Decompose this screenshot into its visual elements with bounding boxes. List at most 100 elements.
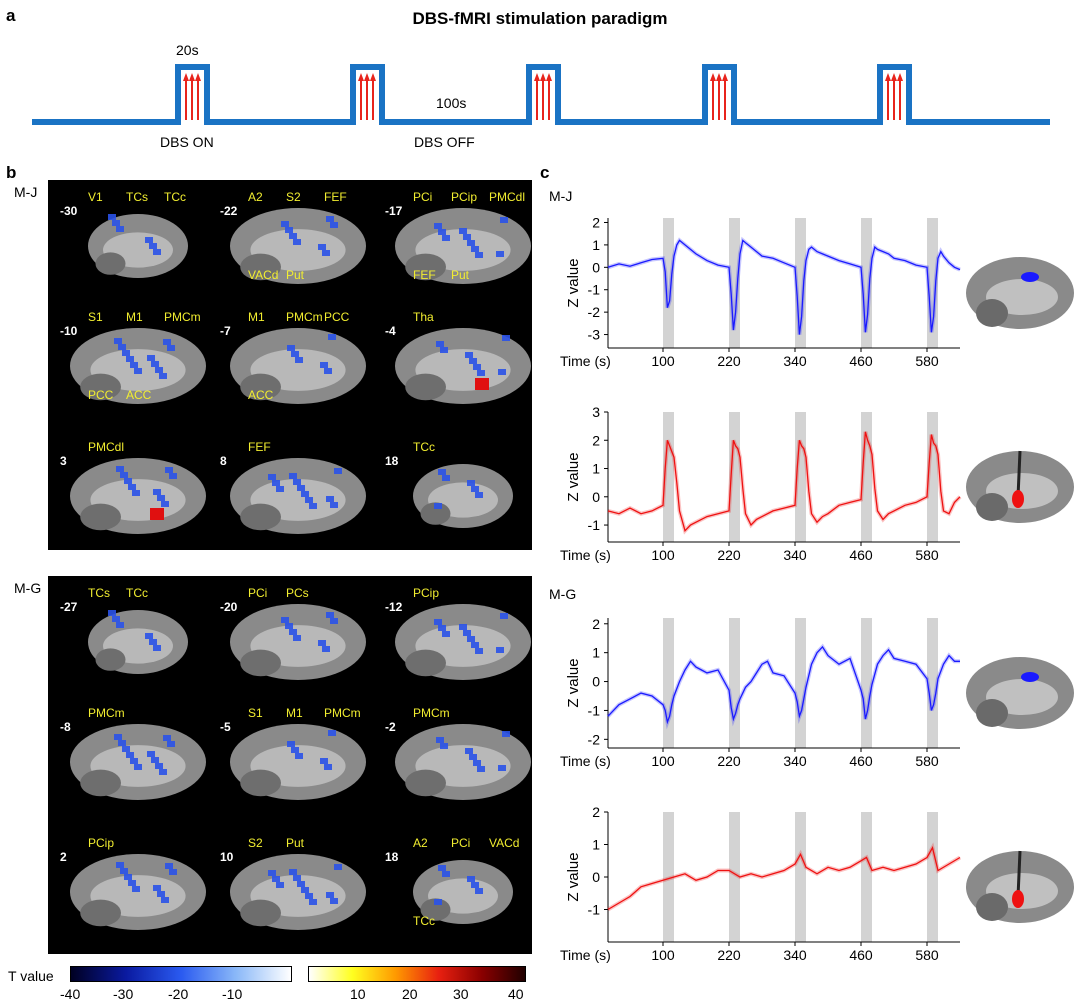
y-tick-label: -1 (588, 702, 601, 718)
on-duration-label: 20s (176, 42, 199, 58)
activation-voxel (108, 214, 116, 220)
activation-voxel (122, 350, 130, 356)
activation-voxel (272, 480, 280, 486)
activation-voxel (293, 479, 301, 485)
activation-voxel (301, 887, 309, 893)
activation-voxel (475, 888, 483, 894)
brain-cerebellum (240, 649, 281, 677)
activation-voxel (122, 746, 130, 752)
x-tick-label: 580 (915, 353, 939, 369)
brain-slice-0-3: -10 S1 M1 PMCm PCC ACC (58, 308, 208, 420)
brain-cerebellum (80, 503, 121, 531)
brain-image (230, 208, 366, 284)
activation-voxel (475, 648, 483, 654)
activation-voxel (112, 220, 120, 226)
activation-voxel (108, 610, 116, 616)
activation-voxel (289, 473, 297, 479)
activation-voxel (473, 760, 481, 766)
y-tick-label: 1 (592, 837, 600, 853)
activation-voxel (438, 229, 446, 235)
activation-voxel (128, 880, 136, 886)
activation-voxel (289, 629, 297, 635)
y-tick-label: 2 (592, 804, 600, 820)
brain-cerebellum (405, 373, 446, 401)
region-label: S2 (286, 190, 301, 204)
region-label: M1 (286, 706, 303, 720)
inset-electrode (1016, 450, 1022, 498)
activation-voxel (165, 863, 173, 869)
region-label: PCi (413, 190, 433, 204)
x-tick-label: 220 (717, 947, 741, 963)
inset-cerebellum (976, 299, 1008, 327)
activation-voxel (276, 486, 284, 492)
activation-voxel (285, 227, 293, 233)
activation-voxel (330, 898, 338, 904)
y-tick-label: -1 (588, 902, 601, 918)
activation-voxel (114, 734, 122, 740)
x-axis-label: Time (s) (560, 753, 611, 769)
brain-image (70, 458, 206, 534)
activation-voxel (116, 466, 124, 472)
subject-label-c-mj: M-J (549, 188, 573, 204)
region-label: PCC (324, 310, 350, 324)
activation-voxel (326, 216, 334, 222)
slice-number: -8 (60, 720, 71, 734)
activation-voxel (163, 339, 171, 345)
brain-image (230, 854, 366, 930)
activation-voxel (134, 368, 142, 374)
region-label: Put (451, 268, 470, 282)
series-line (607, 645, 960, 725)
activation-voxel (276, 882, 284, 888)
activation-voxel (163, 735, 171, 741)
stim-block (663, 412, 674, 542)
y-tick-label: 3 (592, 404, 600, 420)
activation-voxel (132, 490, 140, 496)
region-label: TCs (126, 190, 148, 204)
region-label: Put (286, 836, 305, 850)
inset-roi (1021, 272, 1039, 282)
activation-voxel (153, 645, 161, 651)
series-band (606, 643, 960, 730)
region-label: PMCm (88, 706, 125, 720)
x-tick-label: 580 (915, 947, 939, 963)
activation-voxel (116, 622, 124, 628)
activation-voxel (471, 246, 479, 252)
activation-voxel (289, 233, 297, 239)
stim-block (663, 618, 674, 748)
activation-voxel (502, 335, 510, 341)
stim-block (795, 812, 806, 942)
activation-voxel (126, 752, 134, 758)
region-label: PMCdl (489, 190, 526, 204)
y-tick-label: 1 (592, 461, 600, 477)
activation-voxel (467, 480, 475, 486)
activation-voxel (289, 869, 297, 875)
brain-cerebellum (240, 253, 281, 281)
x-tick-label: 580 (915, 547, 939, 563)
region-label: PCip (413, 586, 440, 600)
brain-image (395, 328, 531, 404)
activation-voxel (293, 239, 301, 245)
region-label: Tha (413, 310, 434, 324)
brain-slice-1-2: -12 PCip (383, 584, 533, 696)
series-band (607, 236, 961, 335)
region-label: PCi (451, 836, 471, 850)
activation-voxel (124, 874, 132, 880)
series-line (607, 846, 961, 911)
activation-voxel (320, 758, 328, 764)
activation-voxel (467, 636, 475, 642)
stim-arrowhead-0-0 (183, 73, 189, 81)
activation-voxel (295, 357, 303, 363)
activation-voxel (291, 747, 299, 753)
stim-block (861, 218, 872, 348)
activation-voxel (442, 631, 450, 637)
activation-voxel (440, 347, 448, 353)
y-tick-label: -1 (588, 517, 601, 533)
x-tick-label: 220 (717, 547, 741, 563)
x-tick-label: 100 (651, 753, 675, 769)
activation-voxel (132, 886, 140, 892)
slice-number: 10 (220, 850, 234, 864)
x-tick-label: 340 (783, 547, 807, 563)
region-label: TCs (88, 586, 110, 600)
slice-number: -10 (60, 324, 78, 338)
slice-number: 3 (60, 454, 67, 468)
